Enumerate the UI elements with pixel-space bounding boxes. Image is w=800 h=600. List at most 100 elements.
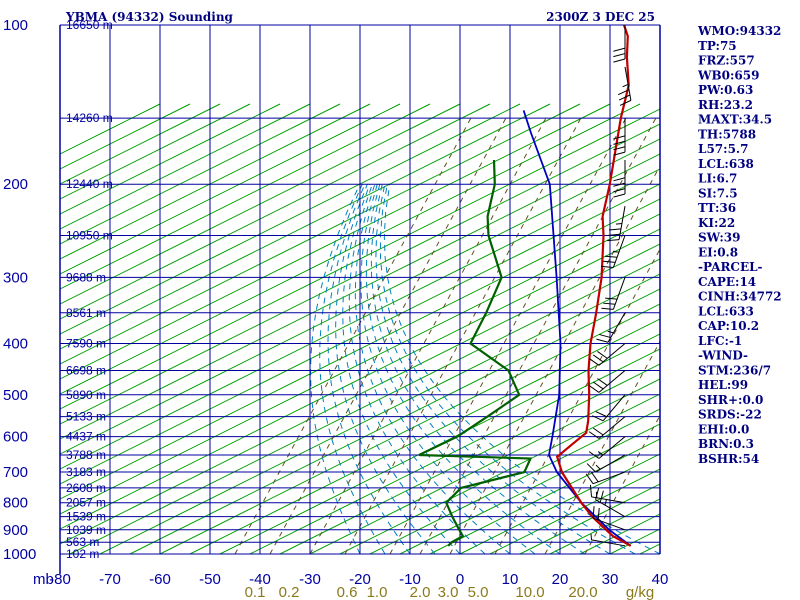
wind-barb bbox=[596, 312, 626, 343]
index-item: SW:39 bbox=[698, 231, 740, 245]
height-label: 6698 m bbox=[66, 364, 106, 378]
wind-barb bbox=[601, 277, 626, 310]
dry-adiabat-line bbox=[60, 138, 660, 440]
height-label: 102 m bbox=[66, 547, 99, 561]
wind-barb bbox=[592, 506, 626, 531]
mixing-ratio-line bbox=[544, 340, 660, 554]
mixing-ratio-line bbox=[234, 117, 472, 554]
pressure-unit-label: mb bbox=[33, 571, 54, 588]
height-label: 9688 m bbox=[66, 270, 106, 284]
index-item: LFC:-1 bbox=[698, 334, 742, 348]
dry-adiabat-line bbox=[99, 273, 660, 554]
dry-adiabat-line bbox=[60, 103, 401, 275]
index-item: BSHR:54 bbox=[698, 452, 759, 466]
temperature-tick-label: -10 bbox=[399, 571, 421, 588]
height-label: 3183 m bbox=[66, 465, 106, 479]
height-label: 16650 m bbox=[66, 18, 113, 32]
wind-barb bbox=[592, 394, 626, 422]
mixing-ratio-label: 0.2 bbox=[279, 584, 300, 600]
index-item: TP:75 bbox=[698, 39, 737, 53]
index-item: STM:236/7 bbox=[698, 363, 771, 377]
dewpoint-line bbox=[418, 159, 533, 547]
wind-barb bbox=[585, 471, 626, 485]
dry-adiabat-line bbox=[60, 103, 551, 350]
height-label: 1539 m bbox=[66, 510, 106, 524]
dry-adiabat-line bbox=[60, 198, 660, 500]
index-item: BRN:0.3 bbox=[698, 437, 754, 451]
dry-adiabat-line bbox=[399, 423, 660, 554]
pressure-tick-label: 900 bbox=[3, 522, 28, 539]
moist-adiabat-line bbox=[370, 184, 586, 554]
index-item: WB0:659 bbox=[697, 68, 759, 82]
wind-barb bbox=[588, 416, 626, 439]
dry-adiabat-line bbox=[129, 288, 660, 554]
sounding-time: 2300Z 3 DEC 25 bbox=[546, 10, 655, 24]
index-item: EHI:0.0 bbox=[698, 422, 749, 436]
dry-adiabat-line bbox=[60, 103, 581, 365]
height-label: 2057 m bbox=[66, 496, 106, 510]
dry-adiabat-line bbox=[60, 168, 660, 470]
temperature-line bbox=[555, 25, 632, 547]
moist-adiabat-line bbox=[354, 184, 511, 554]
pressure-tick-label: 400 bbox=[3, 335, 28, 352]
temperature-tick-label: -70 bbox=[99, 571, 121, 588]
wind-barb bbox=[588, 370, 626, 393]
wind-barb bbox=[590, 533, 626, 547]
index-item: HEL:99 bbox=[698, 378, 748, 392]
mixing-ratio-label: 20.0 bbox=[568, 584, 597, 600]
wind-barb bbox=[613, 25, 626, 63]
wind-barb bbox=[595, 487, 626, 518]
height-label: 563 m bbox=[66, 535, 99, 549]
wind-barb bbox=[588, 343, 626, 366]
height-label: 7590 m bbox=[66, 336, 106, 350]
mixing-ratio-line bbox=[344, 117, 582, 554]
dry-adiabat-line bbox=[249, 348, 660, 554]
dry-adiabat-line bbox=[60, 103, 281, 215]
dry-adiabat-line bbox=[429, 438, 660, 554]
temperature-tick-label: 0 bbox=[456, 571, 464, 588]
dry-adiabat-line bbox=[60, 103, 221, 185]
index-item: LCL:633 bbox=[698, 304, 754, 318]
mixing-ratio-label: 3.0 bbox=[438, 584, 459, 600]
pressure-tick-label: 1000 bbox=[3, 546, 36, 563]
mixing-ratio-label: 0.6 bbox=[337, 584, 358, 600]
height-labels: 16650 m 14260 m 12440 m 10950 m 9688 m 8561 m… bbox=[66, 18, 113, 561]
index-item: -WIND- bbox=[698, 349, 748, 363]
wind-barb bbox=[607, 206, 626, 242]
wind-barbs bbox=[585, 25, 632, 547]
dry-adiabat-line bbox=[369, 408, 660, 554]
index-item: FRZ:557 bbox=[698, 54, 755, 68]
mixing-ratio-label: 5.0 bbox=[468, 584, 489, 600]
pressure-tick-label: 100 bbox=[3, 17, 28, 34]
dry-adiabat-line bbox=[219, 333, 660, 554]
wind-barb bbox=[601, 235, 626, 268]
height-label: 3788 m bbox=[66, 448, 106, 462]
temperature-tick-label: -60 bbox=[149, 571, 171, 588]
index-item: TH:5788 bbox=[698, 127, 756, 141]
dry-adiabat-line bbox=[60, 103, 641, 395]
temperature-tick-label: -80 bbox=[49, 571, 71, 588]
index-item: SI:7.5 bbox=[698, 186, 738, 200]
height-label: 2608 m bbox=[66, 481, 106, 495]
index-item: SRDS:-22 bbox=[698, 408, 762, 422]
dry-adiabat-line bbox=[60, 103, 251, 200]
index-item: -PARCEL- bbox=[698, 260, 763, 274]
dry-adiabat-line bbox=[60, 243, 660, 545]
pressure-tick-label: 700 bbox=[3, 464, 28, 481]
moist-adiabat-line bbox=[379, 184, 636, 554]
mixing-ratio-line bbox=[389, 117, 627, 554]
dry-adiabat-line bbox=[60, 103, 371, 260]
wind-barb bbox=[589, 484, 626, 504]
mixing-ratio-label: 1.0 bbox=[367, 584, 388, 600]
height-label: 14260 m bbox=[66, 111, 113, 125]
temperature-tick-label: -40 bbox=[249, 571, 271, 588]
isobar-lines bbox=[59, 24, 661, 574]
wind-barb bbox=[588, 436, 626, 459]
mixing-ratio-line bbox=[269, 117, 507, 554]
dry-adiabat-line bbox=[60, 108, 660, 410]
dry-adiabat-line bbox=[60, 103, 341, 245]
dry-adiabat-line bbox=[60, 103, 521, 335]
index-item: LCL:638 bbox=[698, 157, 754, 171]
temperature-tick-label: -20 bbox=[349, 571, 371, 588]
